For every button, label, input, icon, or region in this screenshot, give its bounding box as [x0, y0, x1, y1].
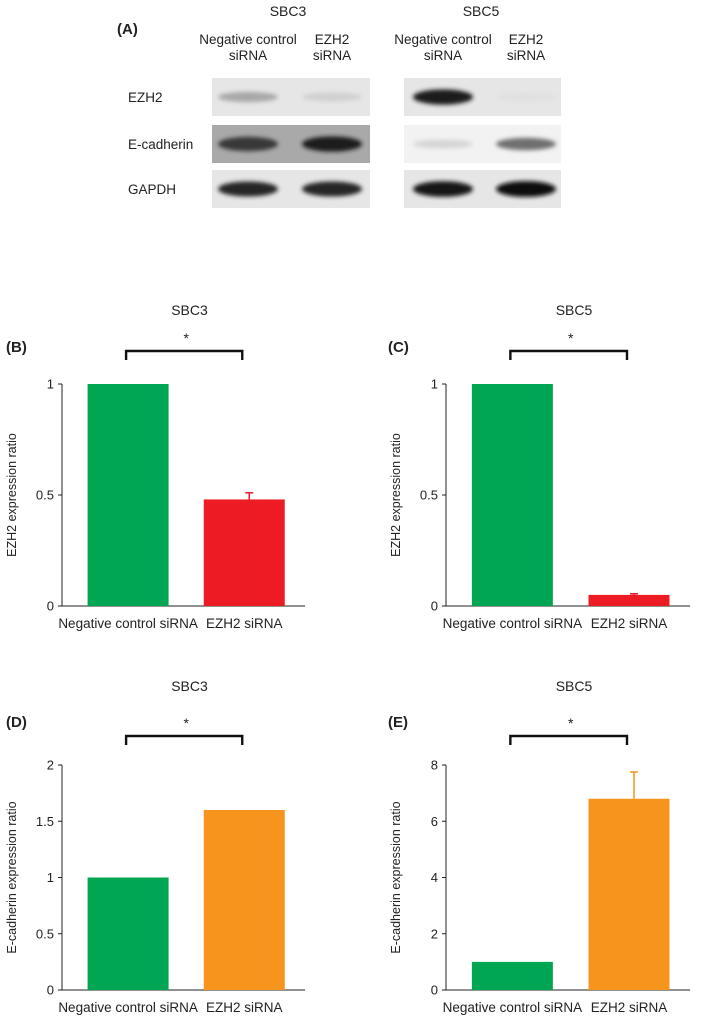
bar — [87, 877, 169, 990]
blot-band — [413, 139, 473, 149]
blot-lane-label: EZH2 siRNA — [313, 32, 351, 63]
blot-lane-label: Negative control siRNA — [199, 32, 297, 63]
significance-marker: * — [568, 330, 574, 346]
blot-lane-label: EZH2 siRNA — [507, 32, 545, 63]
bar — [471, 961, 553, 990]
y-tick-label: 0.5 — [36, 926, 54, 941]
y-tick-label: 2 — [47, 758, 54, 773]
chart-title: SBC5 — [556, 302, 593, 318]
blot-cell-line-sbc5: SBC5 — [463, 3, 500, 19]
bar — [471, 384, 553, 606]
blot-band — [218, 181, 278, 197]
y-tick-label: 6 — [431, 814, 438, 829]
chart-title: SBC3 — [171, 302, 208, 318]
blot-band — [302, 136, 362, 152]
chart-e: (E) SBC5 0 2 4 6 8 E-cadherin expression ratio N… — [388, 678, 690, 1015]
significance-bracket — [509, 734, 629, 745]
bar — [203, 499, 285, 606]
blot-band — [496, 137, 556, 151]
x-category-label: Negative control siRNA — [443, 616, 583, 631]
significance-bracket — [124, 349, 244, 360]
bar — [87, 384, 169, 606]
panel-label: (C) — [388, 339, 409, 356]
chart-title: SBC5 — [556, 678, 593, 694]
chart-c: (C) SBC5 0 0.5 1 EZH2 expression ratio Negativ… — [388, 302, 690, 631]
significance-marker: * — [568, 715, 574, 731]
blot-band — [218, 91, 278, 103]
y-tick-label: 4 — [431, 870, 438, 885]
y-tick-label: 2 — [431, 926, 438, 941]
y-tick-label: 8 — [431, 758, 438, 773]
bar — [588, 798, 670, 990]
y-tick-label: 0.5 — [420, 488, 438, 503]
significance-marker: * — [183, 715, 189, 731]
y-axis-label: E-cadherin expression ratio — [389, 801, 403, 953]
blot-row-label-ezh2: EZH2 — [128, 90, 163, 105]
significance-bracket — [124, 734, 244, 745]
x-category-label: EZH2 siRNA — [591, 1000, 668, 1015]
y-tick-label: 0 — [47, 983, 54, 998]
y-tick-label: 0 — [431, 983, 438, 998]
x-category-label: EZH2 siRNA — [591, 616, 668, 631]
blot-band — [496, 181, 556, 197]
blot-band — [302, 92, 362, 102]
blot-band — [413, 181, 473, 197]
bar-charts: (B) SBC3 0 0.5 1 EZH2 expression ratio Negativ… — [5, 302, 690, 1015]
blot-band — [302, 181, 362, 197]
x-category-label: Negative control siRNA — [58, 616, 198, 631]
chart-d: (D) SBC3 0 0.5 1 1.5 2 E-cadherin expression ra… — [5, 678, 305, 1015]
x-category-label: EZH2 siRNA — [206, 616, 283, 631]
x-category-label: Negative control siRNA — [58, 1000, 198, 1015]
y-axis-label: EZH2 expression ratio — [5, 433, 19, 557]
western-blot-panel: (A) SBC3 SBC5 Negative control siRNA EZH2 siRN… — [117, 3, 561, 208]
y-tick-label: 1 — [431, 377, 438, 392]
blot-lane-label: Negative control siRNA — [394, 32, 492, 63]
blot-band — [496, 92, 556, 102]
significance-bracket — [509, 349, 629, 360]
y-tick-label: 0.5 — [36, 488, 54, 503]
y-tick-label: 1 — [47, 870, 54, 885]
y-axis-label: E-cadherin expression ratio — [5, 801, 19, 953]
significance-marker: * — [183, 330, 189, 346]
chart-b: (B) SBC3 0 0.5 1 EZH2 expression ratio Negativ… — [5, 302, 305, 631]
panel-label: (B) — [6, 339, 27, 356]
y-tick-label: 1 — [47, 377, 54, 392]
blot-row-label-gapdh: GAPDH — [128, 182, 176, 197]
chart-title: SBC3 — [171, 678, 208, 694]
y-tick-label: 0 — [431, 599, 438, 614]
y-axis-label: EZH2 expression ratio — [389, 433, 403, 557]
x-category-label: EZH2 siRNA — [206, 1000, 283, 1015]
blot-band — [218, 136, 278, 152]
bar — [588, 594, 670, 606]
blot-row-label-e-cadherin: E-cadherin — [128, 137, 193, 152]
x-category-label: Negative control siRNA — [443, 1000, 583, 1015]
bar — [203, 810, 285, 990]
blot-cell-line-sbc3: SBC3 — [270, 3, 307, 19]
panel-label: (E) — [388, 714, 408, 731]
y-tick-label: 0 — [47, 599, 54, 614]
blot-band — [413, 89, 473, 105]
panel-label: (D) — [6, 714, 27, 731]
y-tick-label: 1.5 — [36, 814, 54, 829]
panel-label-a: (A) — [117, 21, 138, 38]
